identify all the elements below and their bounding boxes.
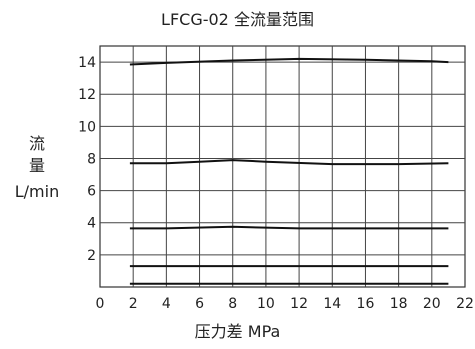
y-tick-label: 8 <box>87 151 96 167</box>
y-tick-label: 14 <box>78 55 96 71</box>
series-line-3 <box>129 225 449 230</box>
x-tick-label: 2 <box>129 296 138 312</box>
y-tick-label: 12 <box>78 87 96 103</box>
y-axis-label-char-2: 量 <box>28 156 45 175</box>
y-tick-label: 10 <box>78 119 96 135</box>
y-axis-unit: L/min <box>14 182 60 201</box>
x-tick-label: 22 <box>456 296 474 312</box>
y-tick-label: 2 <box>87 248 96 264</box>
x-tick-label: 20 <box>423 296 441 312</box>
chart-title: LFCG-02 全流量范围 <box>161 10 314 29</box>
plot-frame <box>99 45 466 288</box>
x-tick-label: 14 <box>323 296 341 312</box>
y-axis-label-char-1: 流 <box>28 134 45 153</box>
x-tick-label: 10 <box>257 296 275 312</box>
series-line-1 <box>129 57 449 66</box>
y-tick-label: 6 <box>87 184 96 200</box>
y-tick-label: 4 <box>87 216 96 232</box>
x-axis-label: 压力差 MPa <box>194 322 281 341</box>
x-tick-label: 18 <box>390 296 408 312</box>
x-tick-label: 6 <box>195 296 204 312</box>
series-line-2 <box>129 159 449 166</box>
x-tick-label: 12 <box>290 296 308 312</box>
x-tick-label: 8 <box>228 296 237 312</box>
x-tick-label: 0 <box>96 296 105 312</box>
x-tick-label: 4 <box>162 296 171 312</box>
x-tick-label: 16 <box>357 296 375 312</box>
